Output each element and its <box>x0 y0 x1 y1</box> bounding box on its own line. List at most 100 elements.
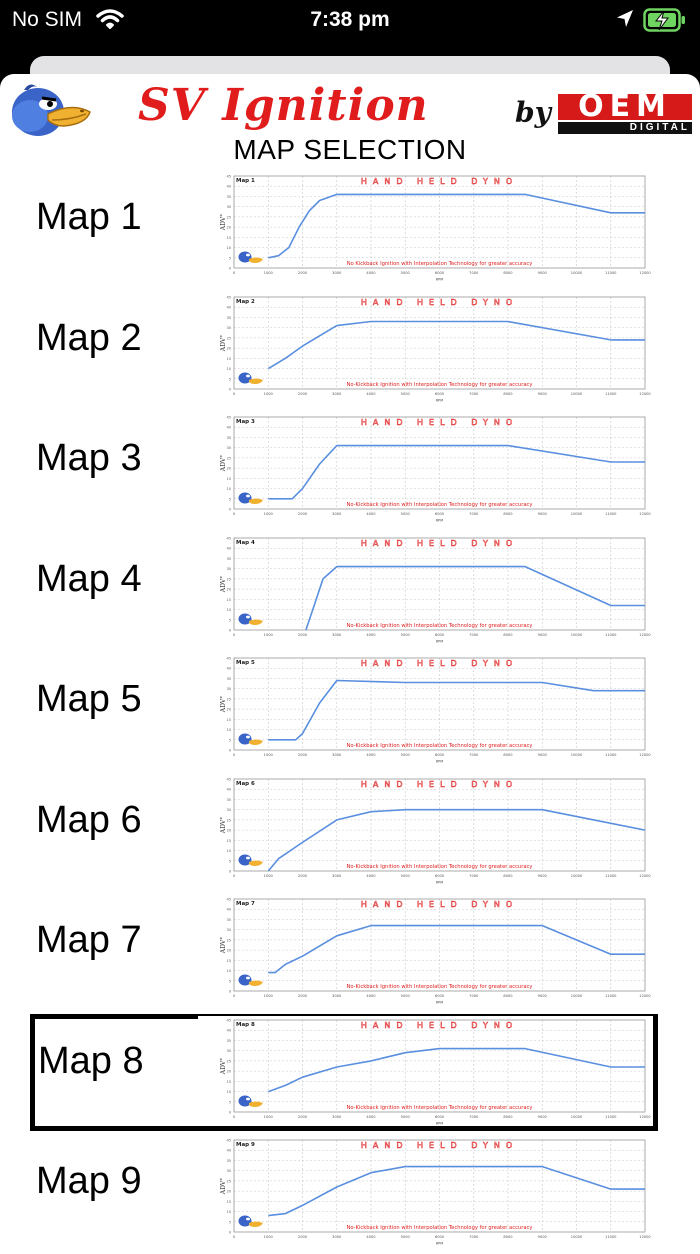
x-tick-label: 8000 <box>503 271 513 275</box>
x-tick-label: 1000 <box>264 994 274 998</box>
chart-title: Map 8 <box>236 1022 255 1028</box>
map-label: Map 4 <box>36 558 142 601</box>
y-tick-label: 45 <box>227 898 231 902</box>
y-tick-label: 15 <box>227 838 231 842</box>
x-tick-label: 4000 <box>366 753 376 757</box>
x-tick-label: 10000 <box>571 753 583 757</box>
y-tick-label: 40 <box>227 1028 231 1032</box>
x-tick-label: 8000 <box>503 753 513 757</box>
y-tick-label: 15 <box>227 1079 231 1083</box>
x-tick-label: 7000 <box>469 271 479 275</box>
y-tick-label: 0 <box>229 749 231 753</box>
x-tick-label: 3000 <box>332 1115 342 1119</box>
x-tick-label: 8000 <box>503 874 513 878</box>
y-tick-label: 35 <box>227 677 231 681</box>
y-tick-label: 25 <box>227 1059 231 1063</box>
x-axis-label: RPM <box>436 278 443 282</box>
x-axis-label: RPM <box>436 760 443 764</box>
y-tick-label: 20 <box>227 467 231 471</box>
x-tick-label: 1000 <box>264 392 274 396</box>
y-tick-label: 15 <box>227 597 231 601</box>
x-tick-label: 12000 <box>639 1115 651 1119</box>
x-axis-label: RPM <box>436 880 443 884</box>
y-tick-label: 35 <box>227 556 231 560</box>
x-tick-label: 5000 <box>401 392 411 396</box>
x-tick-label: 1000 <box>264 271 274 275</box>
y-axis-label: ADV° <box>220 575 227 592</box>
chart-footer-text: No-Kickback Ignition with Interpolation … <box>347 502 533 508</box>
y-axis-label: ADV° <box>220 214 227 231</box>
dyno-title: HAND HELD DYNO <box>361 900 518 909</box>
x-axis-label: RPM <box>436 1121 443 1125</box>
chart-title: Map 1 <box>236 178 255 184</box>
y-tick-label: 45 <box>227 175 231 179</box>
oem-digital-logo: OEM DIGITAL <box>558 94 692 134</box>
chart-title: Map 4 <box>236 540 255 546</box>
y-tick-label: 45 <box>227 657 231 661</box>
chart-footer-text: No-Kickback Ignition with Interpolation … <box>347 864 533 870</box>
y-tick-label: 30 <box>227 928 231 932</box>
x-tick-label: 10000 <box>571 633 583 637</box>
y-tick-label: 40 <box>227 305 231 309</box>
page-title: MAP SELECTION <box>0 134 700 166</box>
x-tick-label: 1000 <box>264 753 274 757</box>
x-tick-label: 12000 <box>639 874 651 878</box>
x-tick-label: 2000 <box>298 392 308 396</box>
x-tick-label: 9000 <box>538 633 548 637</box>
y-tick-label: 35 <box>227 797 231 801</box>
oem-logo-word: OEM <box>558 94 692 120</box>
x-tick-label: 6000 <box>435 512 445 516</box>
x-tick-label: 2000 <box>298 633 308 637</box>
y-tick-label: 15 <box>227 959 231 963</box>
x-tick-label: 3000 <box>332 1235 342 1239</box>
y-tick-label: 0 <box>229 869 231 873</box>
y-tick-label: 0 <box>229 267 231 271</box>
x-tick-label: 11000 <box>605 1115 617 1119</box>
y-tick-label: 25 <box>227 577 231 581</box>
x-tick-label: 12000 <box>639 994 651 998</box>
chart-title: Map 5 <box>236 660 255 666</box>
x-tick-label: 3000 <box>332 392 342 396</box>
x-tick-label: 11000 <box>605 271 617 275</box>
x-tick-label: 12000 <box>639 1235 651 1239</box>
x-tick-label: 8000 <box>503 1235 513 1239</box>
y-tick-label: 15 <box>227 356 231 360</box>
x-tick-label: 6000 <box>435 753 445 757</box>
y-axis-label: ADV° <box>220 334 227 351</box>
y-tick-label: 20 <box>227 587 231 591</box>
status-bar: No SIM 7:38 pm <box>0 0 700 42</box>
x-tick-label: 6000 <box>435 874 445 878</box>
y-tick-label: 5 <box>229 256 231 260</box>
y-tick-label: 20 <box>227 226 231 230</box>
chart-title: Map 9 <box>236 1142 255 1148</box>
y-tick-label: 20 <box>227 949 231 953</box>
x-tick-label: 2000 <box>298 1115 308 1119</box>
y-tick-label: 20 <box>227 346 231 350</box>
x-tick-label: 4000 <box>366 994 376 998</box>
y-tick-label: 30 <box>227 446 231 450</box>
y-tick-label: 45 <box>227 416 231 420</box>
x-tick-label: 3000 <box>332 512 342 516</box>
y-tick-label: 20 <box>227 1190 231 1194</box>
x-tick-label: 8000 <box>503 994 513 998</box>
x-tick-label: 7000 <box>469 994 479 998</box>
dyno-title: HAND HELD DYNO <box>361 539 518 548</box>
y-tick-label: 35 <box>227 918 231 922</box>
y-tick-label: 15 <box>227 236 231 240</box>
y-tick-label: 25 <box>227 215 231 219</box>
chart-footer-text: No-Kickback Ignition with Interpolation … <box>347 382 533 388</box>
y-tick-label: 45 <box>227 295 231 299</box>
x-tick-label: 5000 <box>401 874 411 878</box>
y-tick-label: 10 <box>227 608 231 612</box>
x-tick-label: 12000 <box>639 271 651 275</box>
